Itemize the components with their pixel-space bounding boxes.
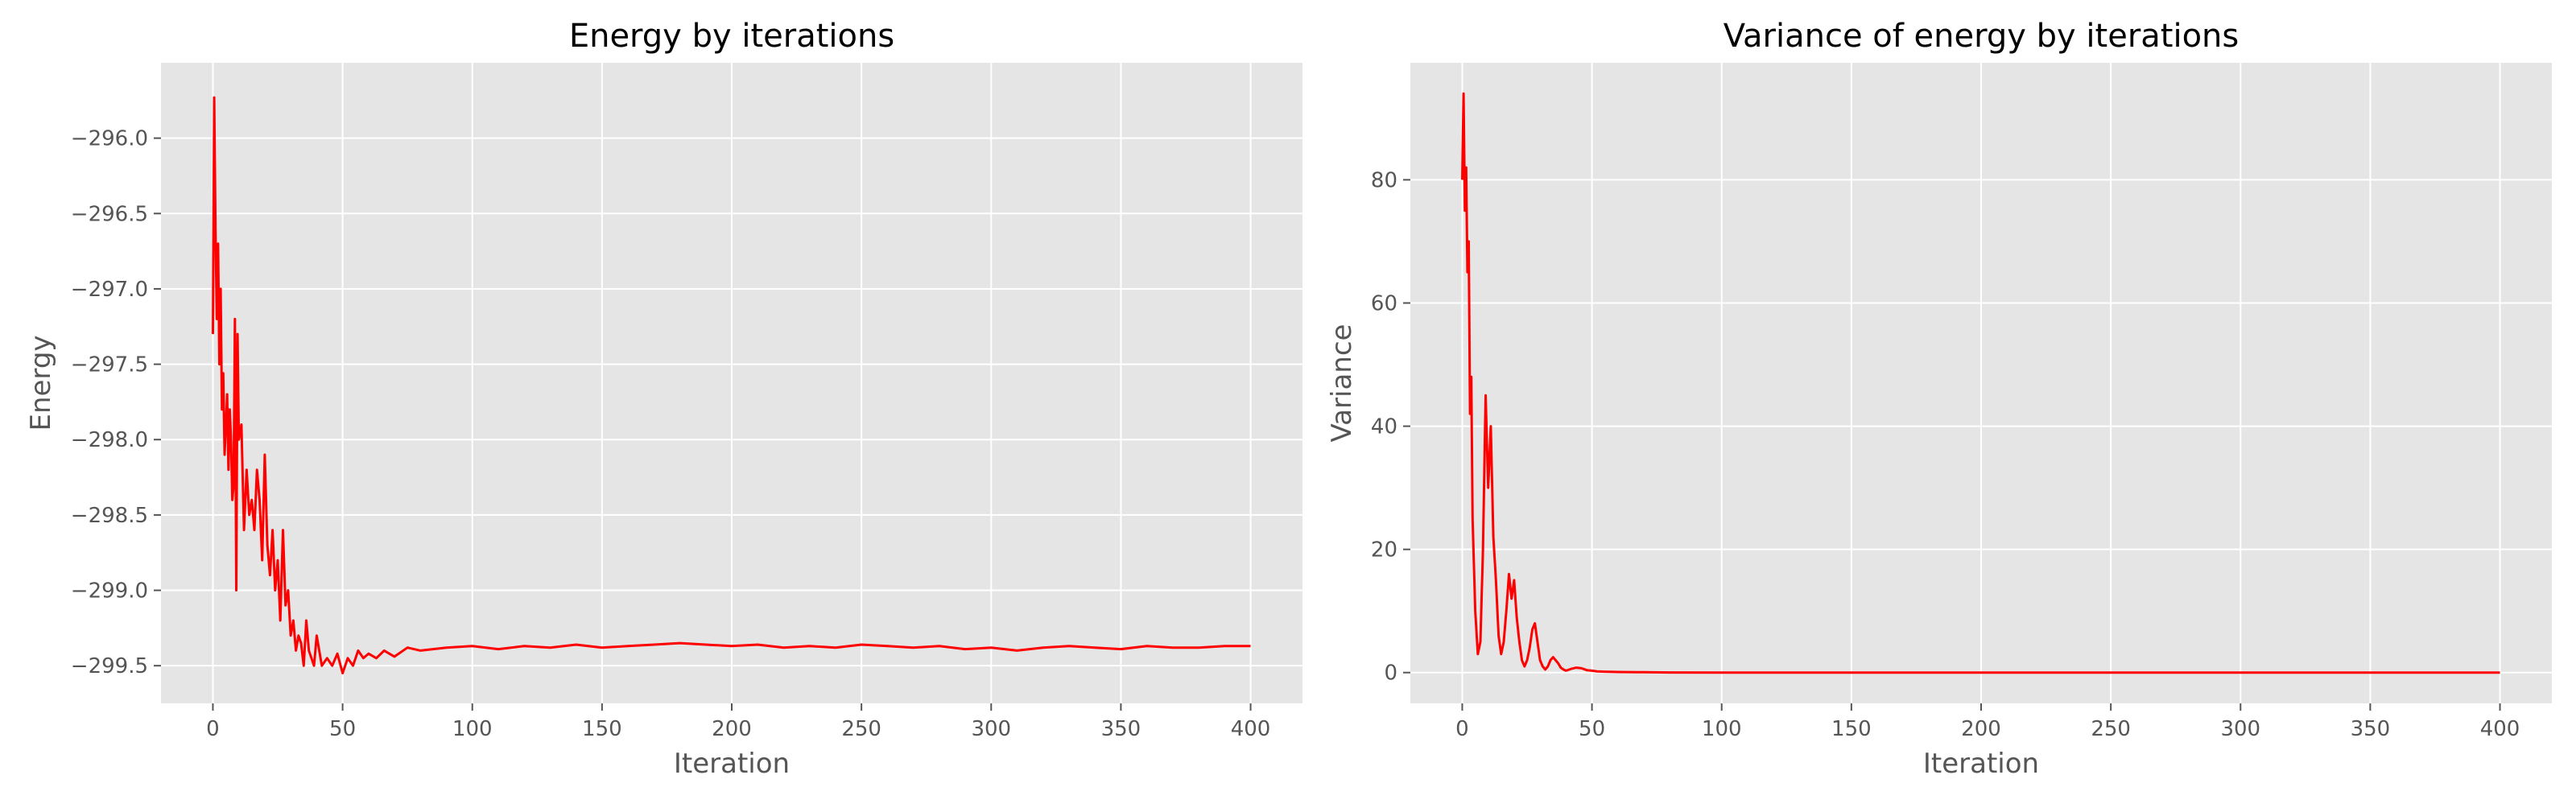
variance-y-axis-label: Variance	[1326, 324, 1358, 443]
energy-ticks: 0 50 100 150 200 250 300 350 400 −296.0 −296.5 −297…	[71, 127, 1271, 741]
variance-ticks: 0 50 100 150 200 250 300 350 400 0 20 40 60 80	[1371, 168, 2520, 741]
energy-y-tick-label: −299.5	[71, 654, 148, 678]
energy-y-axis-label: Energy	[25, 335, 57, 431]
energy-x-tick-label: 400	[1231, 717, 1271, 741]
variance-x-tick-label: 0	[1455, 717, 1469, 741]
energy-x-tick-label: 50	[329, 717, 356, 741]
energy-y-tick-label: −296.0	[71, 127, 148, 151]
energy-grid	[161, 63, 1302, 703]
variance-x-tick-label: 50	[1579, 717, 1605, 741]
variance-x-tick-label: 350	[2351, 717, 2391, 741]
variance-chart: 0 50 100 150 200 250 300 350 400 0 20 40 60 80 Varian…	[1326, 18, 2552, 780]
variance-y-tick-label: 60	[1371, 292, 1397, 316]
variance-x-tick-label: 400	[2480, 717, 2520, 741]
variance-x-tick-label: 150	[1831, 717, 1872, 741]
energy-y-tick-label: −299.0	[71, 579, 148, 604]
variance-series	[1461, 92, 2500, 674]
variance-series-line	[1461, 92, 2500, 674]
energy-x-tick-label: 250	[841, 717, 881, 741]
energy-x-tick-label: 100	[452, 717, 493, 741]
variance-chart-title: Variance of energy by iterations	[1724, 18, 2239, 55]
variance-x-tick-label: 200	[1961, 717, 2001, 741]
energy-x-tick-label: 300	[971, 717, 1011, 741]
variance-x-tick-label: 100	[1702, 717, 1742, 741]
variance-y-tick-label: 20	[1371, 538, 1397, 563]
variance-x-tick-label: 300	[2220, 717, 2260, 741]
energy-x-tick-label: 150	[582, 717, 622, 741]
energy-chart: 0 50 100 150 200 250 300 350 400 −296.0 −296.5 −297…	[25, 18, 1302, 780]
variance-x-tick-label: 250	[2091, 717, 2131, 741]
energy-series-line	[212, 96, 1251, 674]
variance-y-tick-label: 40	[1371, 415, 1397, 439]
energy-y-tick-label: −297.0	[71, 278, 148, 302]
energy-y-tick-label: −298.5	[71, 504, 148, 528]
energy-chart-title: Energy by iterations	[569, 18, 894, 55]
energy-y-tick-label: −297.5	[71, 353, 148, 377]
energy-y-tick-label: −298.0	[71, 428, 148, 452]
energy-series	[212, 96, 1251, 674]
variance-y-tick-label: 0	[1384, 662, 1397, 686]
energy-x-tick-label: 200	[712, 717, 752, 741]
energy-y-tick-label: −296.5	[71, 202, 148, 226]
energy-x-axis-label: Iteration	[674, 748, 790, 780]
energy-x-tick-label: 0	[206, 717, 220, 741]
energy-x-tick-label: 350	[1101, 717, 1141, 741]
variance-x-axis-label: Iteration	[1923, 748, 2039, 780]
variance-y-tick-label: 80	[1371, 168, 1397, 192]
